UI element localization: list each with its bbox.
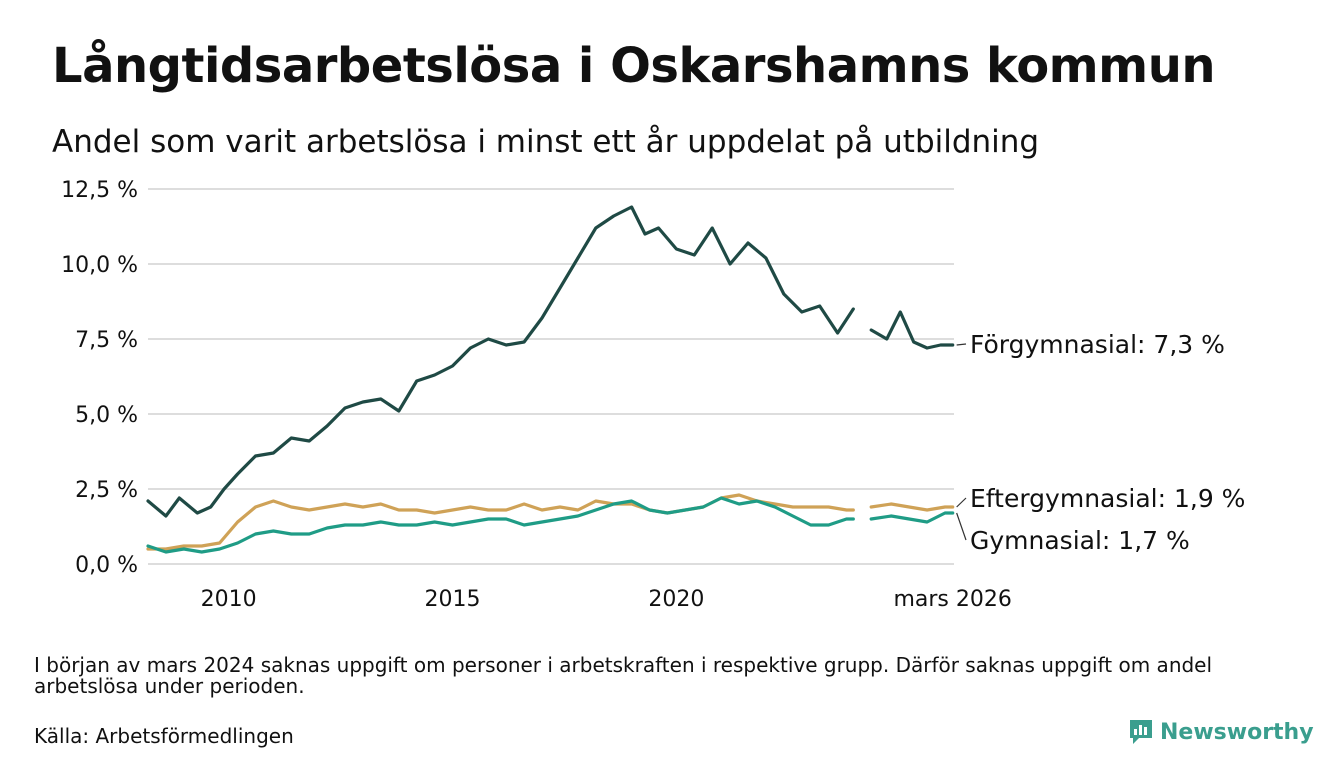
- x-tick-label: 2020: [648, 587, 704, 612]
- series-line-förgymnasial: [146, 205, 855, 518]
- series-line-gymnasial: [869, 511, 955, 524]
- x-tick-label: 2015: [424, 587, 480, 612]
- newsworthy-logo: Newsworthy: [1128, 716, 1314, 748]
- series-line-eftergymnasial: [869, 502, 955, 512]
- series-line-gymnasial: [146, 496, 855, 554]
- y-tick-label: 7,5 %: [75, 328, 138, 353]
- newsworthy-chart-icon: [1130, 720, 1152, 744]
- y-tick-label: 12,5 %: [61, 178, 138, 203]
- series-line-eftergymnasial: [146, 493, 855, 551]
- source-credit: Källa: Arbetsförmedlingen: [34, 724, 294, 748]
- y-tick-label: 10,0 %: [61, 253, 138, 278]
- chart-subtitle: Andel som varit arbetslösa i minst ett å…: [52, 124, 1040, 160]
- grid-lines: [148, 188, 954, 565]
- brand-name: Newsworthy: [1160, 719, 1314, 745]
- x-tick-label: mars 2026: [893, 587, 1011, 612]
- end-label-gymnasial: Gymnasial: 1,7 %: [970, 526, 1190, 555]
- leader-line: [956, 497, 967, 508]
- series-line-förgymnasial: [869, 310, 955, 350]
- chart-title: Långtidsarbetslösa i Oskarshamns kommun: [52, 38, 1216, 94]
- x-tick-label: 2010: [201, 587, 257, 612]
- y-axis-ticks: 0,0 % 2,5 % 5,0 % 7,5 % 10,0 % 12,5 %: [61, 178, 138, 578]
- end-label-förgymnasial: Förgymnasial: 7,3 %: [970, 330, 1225, 359]
- chart-note: I början av mars 2024 saknas uppgift om …: [34, 653, 1213, 698]
- series-lines: [146, 205, 955, 554]
- leader-line: [956, 512, 967, 541]
- leader-line: [956, 343, 967, 346]
- end-labels: Förgymnasial: 7,3 % Eftergymnasial: 1,9 %…: [956, 330, 1245, 555]
- y-tick-label: 2,5 %: [75, 478, 138, 503]
- x-axis-ticks: 2010 2015 2020 mars 2026: [201, 587, 1012, 612]
- y-tick-label: 5,0 %: [75, 403, 138, 428]
- end-label-eftergymnasial: Eftergymnasial: 1,9 %: [970, 484, 1245, 513]
- line-chart: 0,0 %2,5 %5,0 %7,5 %10,0 %12,5 % 2010 201…: [61, 178, 1245, 612]
- y-tick-label: 0,0 %: [75, 553, 138, 578]
